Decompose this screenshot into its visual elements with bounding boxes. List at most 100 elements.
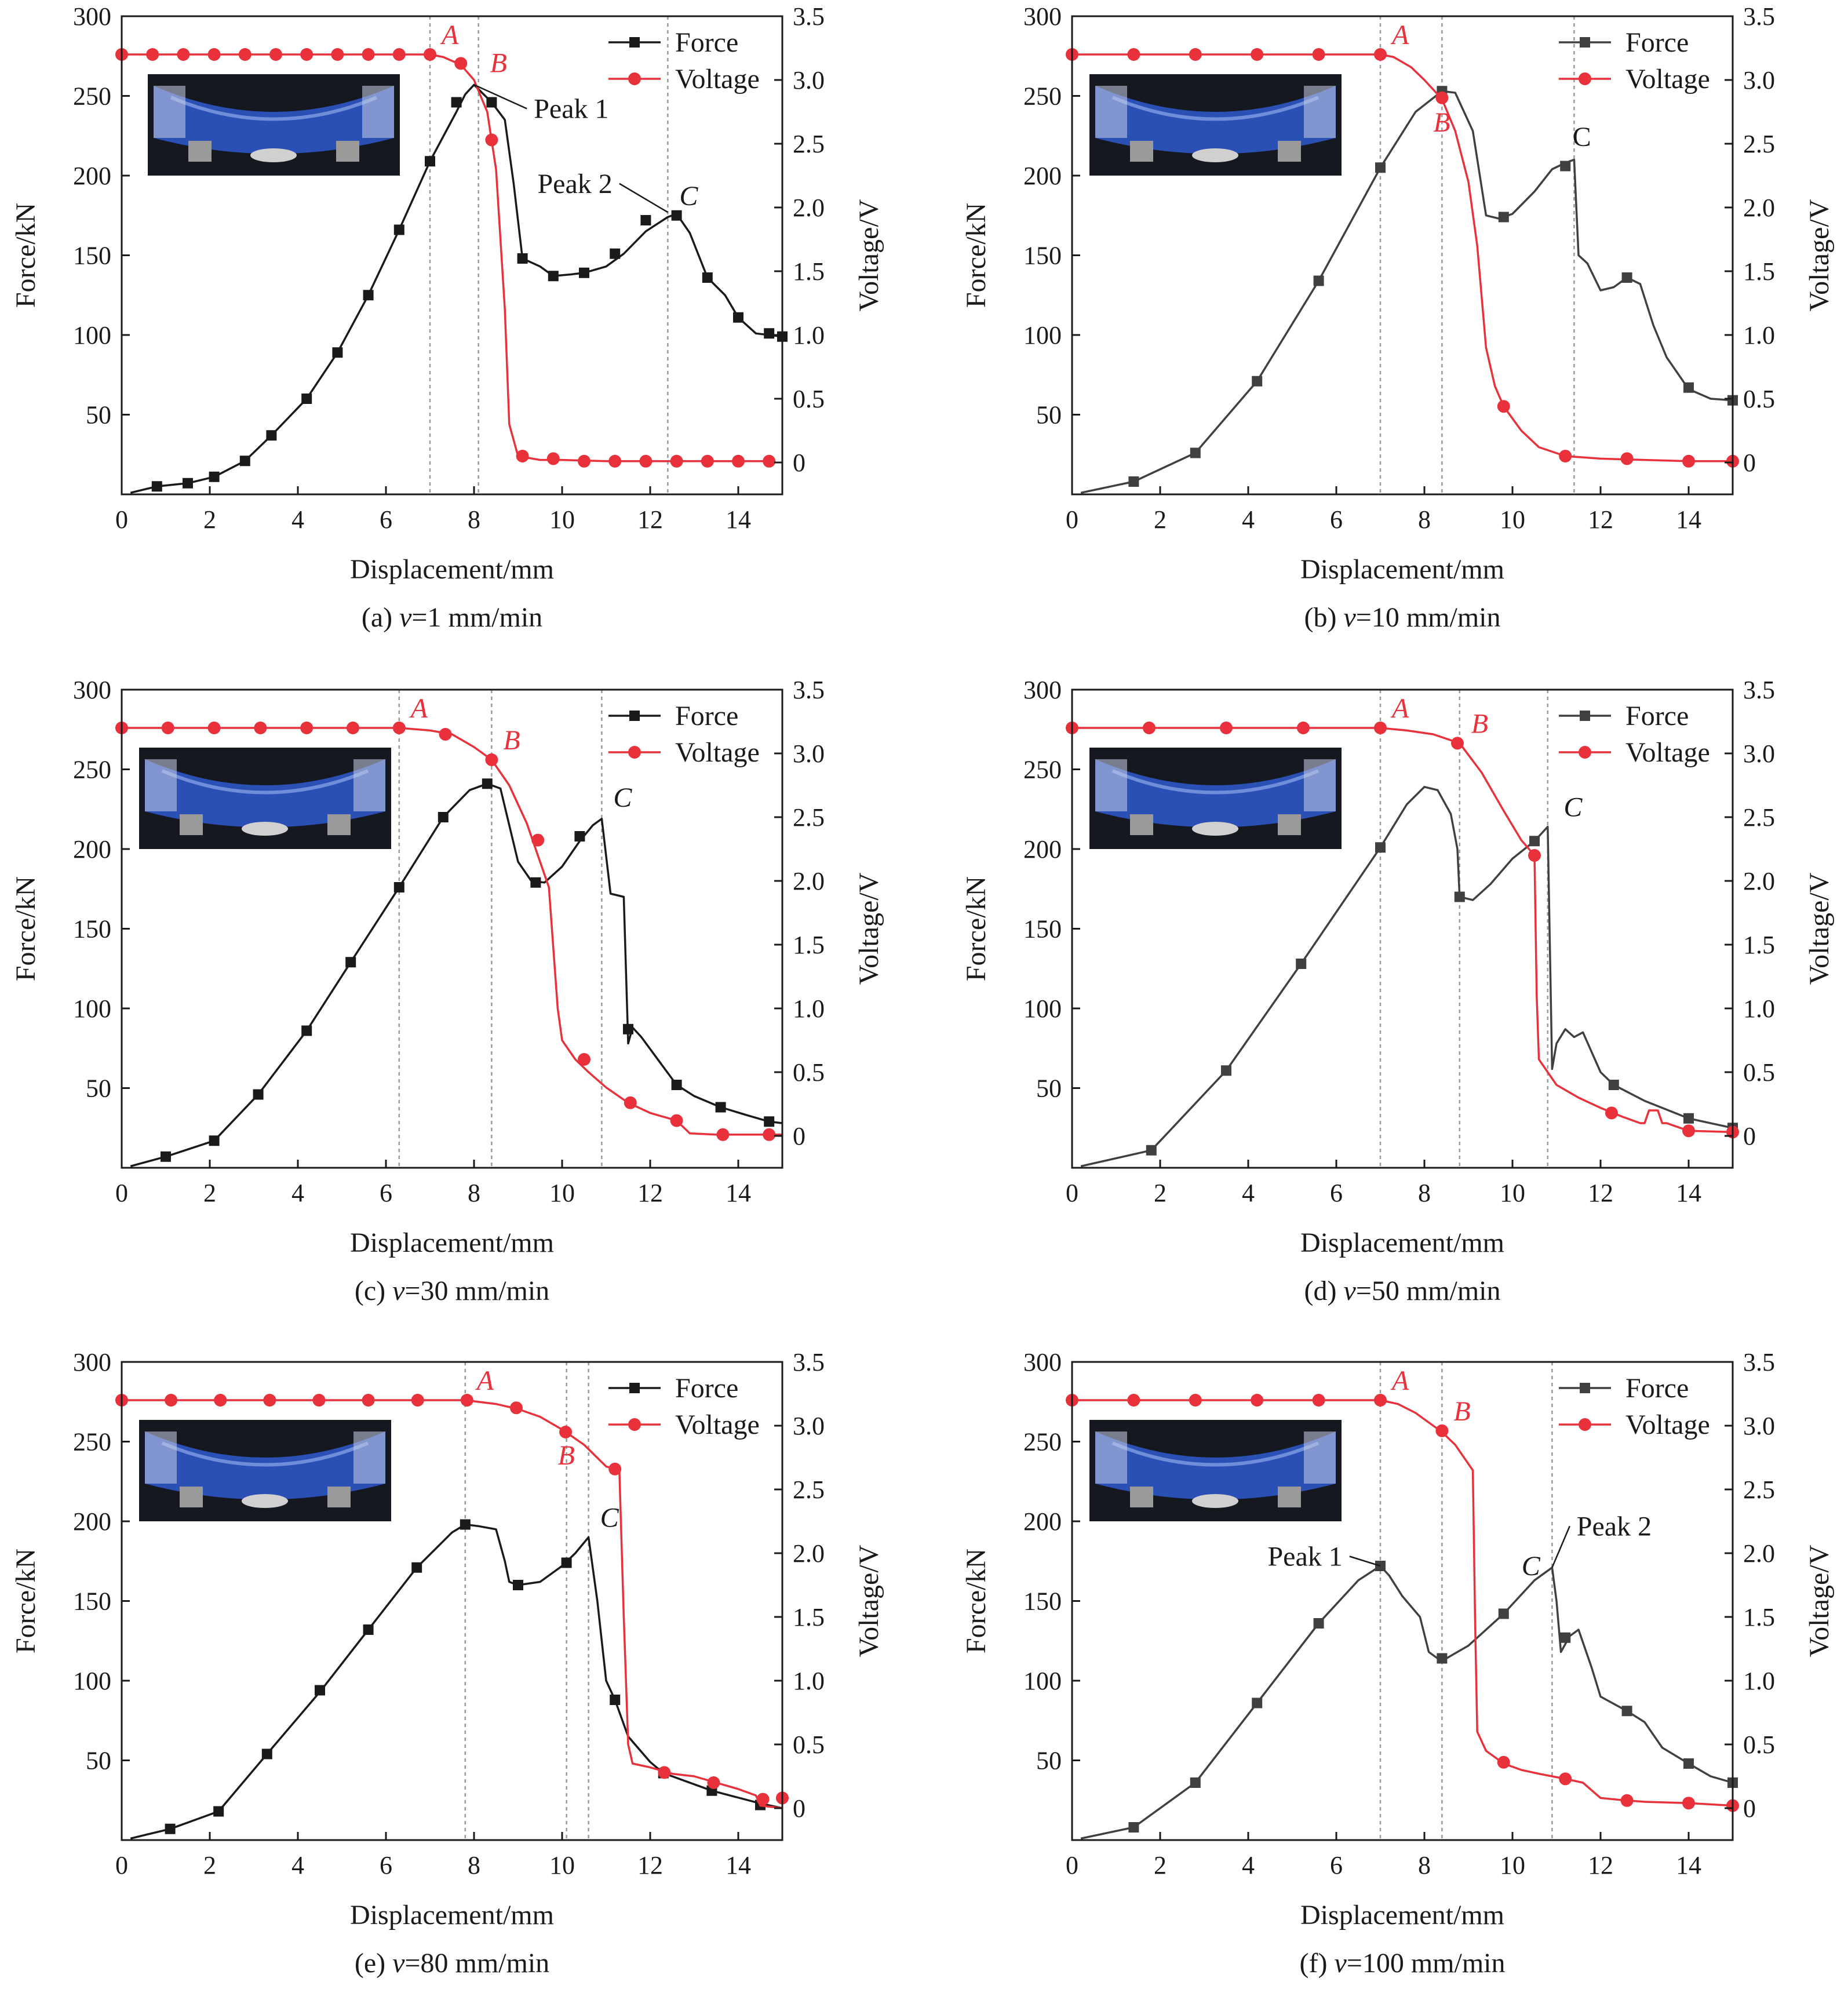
- series-2-voltage-point: [531, 833, 545, 847]
- series-2-force-point: [393, 882, 404, 893]
- series-0-force-line: [130, 83, 783, 494]
- indenter: [242, 822, 288, 836]
- series-4-voltage-point: [312, 1394, 326, 1407]
- y-tick-label: 250: [73, 1428, 111, 1456]
- y2-tick-label: 3.0: [793, 1412, 825, 1440]
- series-0-voltage-point: [670, 454, 683, 468]
- y2-tick-label: 0: [793, 1122, 805, 1150]
- caption-value: =1 mm/min: [411, 602, 542, 633]
- caption-prefix: (d): [1304, 1276, 1343, 1306]
- indenter: [1192, 822, 1238, 836]
- x-tick-label: 2: [203, 505, 216, 534]
- series-0-force-point: [239, 456, 250, 467]
- y2-tick-label: 3.0: [793, 740, 825, 768]
- series-0-voltage-point: [269, 48, 282, 61]
- y-tick-label: 250: [73, 756, 111, 784]
- series-1-force-point: [1560, 161, 1571, 172]
- legend-force-label: Force: [1625, 1373, 1689, 1404]
- y2-tick-label: 3.5: [793, 676, 825, 704]
- y-axis-label: Force/kN: [961, 876, 992, 981]
- x-tick-label: 6: [380, 1179, 392, 1207]
- series-4-voltage-point: [165, 1394, 178, 1407]
- series-0-voltage-point: [300, 48, 314, 61]
- series-0-voltage-point: [578, 454, 591, 468]
- x-tick-label: 12: [637, 505, 663, 534]
- series-2-force-point: [345, 957, 356, 968]
- y-tick-label: 150: [73, 915, 111, 944]
- fixture-block: [327, 814, 351, 835]
- series-4-force-point: [165, 1823, 176, 1834]
- battery-highlight: [161, 769, 369, 795]
- series-2-force-point: [764, 1116, 775, 1127]
- series-2-voltage-point: [578, 1053, 591, 1066]
- series-2-voltage-point: [207, 722, 221, 734]
- series-4-force-point: [315, 1685, 325, 1696]
- series-2-voltage-point: [347, 722, 359, 734]
- series-4-voltage-point: [460, 1394, 473, 1407]
- y-tick-label: 300: [73, 676, 111, 704]
- series-0-force-point: [733, 312, 743, 323]
- x-tick-label: 12: [637, 1179, 663, 1207]
- series-2-voltage-point: [670, 1114, 683, 1127]
- panel-caption: (c) v=30 mm/min: [355, 1276, 549, 1306]
- y-tick-label: 200: [73, 162, 111, 190]
- caption-prefix: (b): [1304, 602, 1343, 633]
- fixture-block: [188, 141, 212, 162]
- y-tick-label: 50: [1036, 1747, 1062, 1775]
- series-5-force-point: [1683, 1758, 1694, 1769]
- series-0-force-point: [332, 347, 343, 358]
- series-1-force-line: [1080, 90, 1733, 494]
- series-0-force-point: [151, 481, 162, 492]
- series-0-voltage-point: [238, 48, 251, 61]
- series-3-force-point: [1529, 836, 1540, 847]
- series-1-voltage-point: [1312, 48, 1325, 61]
- battery-tab: [1304, 86, 1336, 138]
- legend-force-label: Force: [675, 1373, 738, 1404]
- series-2-voltage-point: [392, 722, 406, 734]
- legend: Force Voltage: [1559, 27, 1710, 94]
- battery-highlight: [1111, 769, 1320, 795]
- series-0-force-point: [209, 471, 220, 482]
- y2-tick-label: 0.5: [793, 1058, 825, 1087]
- x-tick-label: 8: [1418, 505, 1431, 534]
- legend-voltage-label: Voltage: [1625, 1409, 1710, 1440]
- fixture-block: [1130, 1487, 1153, 1507]
- fixture-block: [327, 1487, 351, 1507]
- battery-highlight: [170, 96, 378, 121]
- y-tick-label: 300: [1023, 676, 1062, 704]
- y2-axis-label: Voltage/V: [1804, 872, 1835, 985]
- legend: Force Voltage: [608, 27, 760, 94]
- series-3-voltage-point: [1682, 1124, 1695, 1138]
- y2-tick-label: 3.5: [1743, 1348, 1775, 1376]
- series-2-force-point: [530, 877, 541, 888]
- battery-tab: [1304, 759, 1336, 811]
- battery-tab: [1304, 1431, 1336, 1484]
- x-tick-label: 8: [1418, 1851, 1431, 1879]
- y-tick-label: 250: [73, 82, 111, 111]
- series-2-force-point: [253, 1089, 264, 1100]
- x-tick-label: 2: [203, 1851, 216, 1879]
- chart-panel-f: 0 2 4 6 8 10 12 14 50 100 150 200 250 300 0 0.5 1.0 1.5 2.…: [961, 1348, 1835, 1979]
- fixture-block: [1278, 1487, 1301, 1507]
- series-0-force-point: [764, 328, 775, 339]
- y-axis-label: Force/kN: [10, 1549, 41, 1653]
- y-tick-label: 50: [86, 401, 111, 429]
- legend-force-label: Force: [1625, 701, 1689, 731]
- y2-tick-label: 1.5: [1743, 257, 1775, 286]
- x-tick-label: 8: [468, 1179, 480, 1207]
- battery-highlight: [161, 1441, 369, 1467]
- legend-force-marker: [629, 37, 640, 48]
- series-0-voltage-point: [732, 454, 745, 468]
- series-4-force-line: [130, 1523, 783, 1840]
- x-tick-label: 4: [291, 505, 304, 534]
- fixture-block: [1130, 814, 1153, 835]
- y2-tick-label: 1.0: [1743, 321, 1775, 349]
- battery-tab: [154, 86, 185, 138]
- caption-prefix: (a): [362, 602, 399, 633]
- point-letter-b: B: [503, 725, 520, 756]
- x-tick-label: 6: [380, 1851, 392, 1879]
- series-4-force-point: [261, 1748, 272, 1760]
- y2-tick-label: 1.0: [1743, 1667, 1775, 1695]
- x-tick-label: 12: [1588, 505, 1613, 534]
- series-5-voltage-point: [1682, 1797, 1695, 1810]
